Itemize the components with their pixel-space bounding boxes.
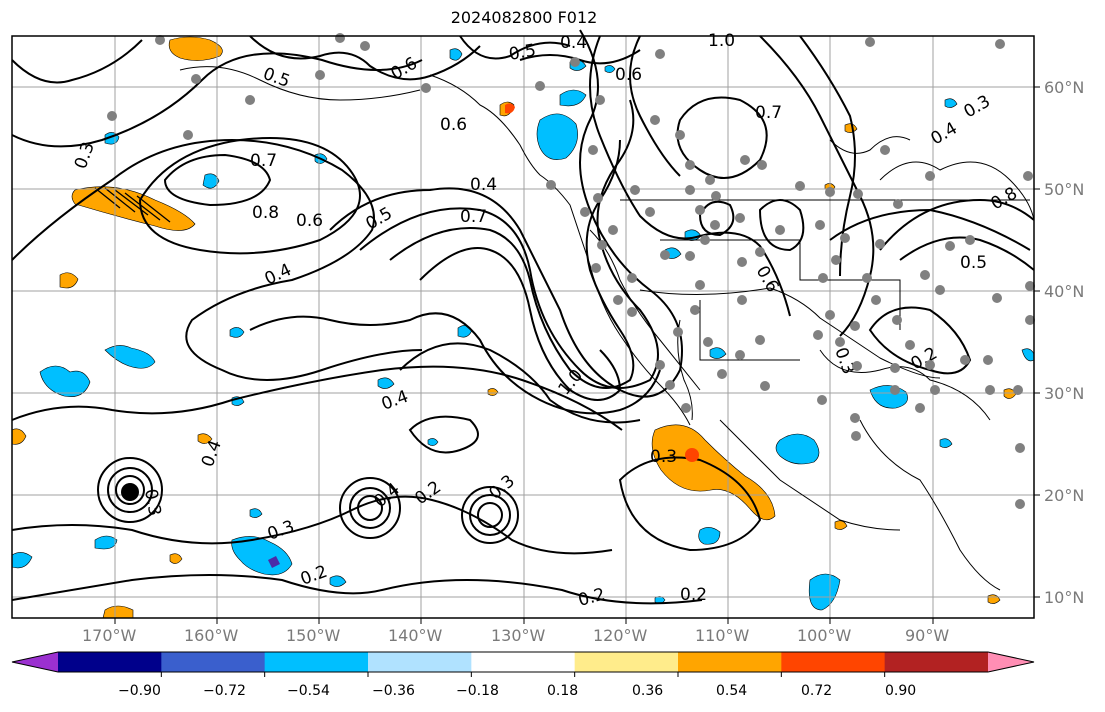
longitude-label: 150°W [286,626,341,645]
negative-core-purple [268,556,280,568]
colorbar-tick-label: −0.54 [287,683,330,699]
latitude-label: 50°N [1044,180,1085,199]
colorbar-extend-low [12,652,58,672]
colorbar-tick-label: 0.90 [885,683,917,699]
contour-label: 0.5 [960,253,987,273]
colorbar-tick-label: −0.36 [372,683,415,699]
longitude-label: 170°W [82,626,137,645]
contour-label: 0.7 [250,151,277,171]
colorbar-tick-label: 0.36 [632,683,664,699]
axis-ticks [114,86,1040,624]
contour-label: 0.4 [470,175,497,195]
longitude-label: 110°W [695,626,750,645]
colorbar-tick-label: 0.18 [547,683,579,699]
strong-positive-marker [505,103,515,114]
contour-label: 0.8 [252,203,279,223]
colorbar-tick-label: 0.72 [801,683,833,699]
colorbar-extend-high [988,652,1034,672]
contour-label: 0.5 [507,41,537,65]
colorbar-segment [368,652,472,672]
map-background [12,36,1034,618]
colorbar-segment [161,652,266,672]
colorbar-segment [884,652,989,672]
colorbar-tick-label: −0.72 [203,683,246,699]
longitude-label: 160°W [184,626,239,645]
latitude-label: 60°N [1044,78,1085,97]
closed-low-contours [97,457,519,544]
contour-label: 0.6 [615,65,642,85]
latitude-label: 20°N [1044,486,1085,505]
positive-anomaly-shading [11,36,1017,619]
contour-label: 0.6 [296,211,323,231]
longitude-label: 100°W [797,626,852,645]
longitude-label: 90°W [905,626,950,645]
colorbar [11,651,1035,677]
latitude-label: 10°N [1044,588,1085,607]
station-markers [107,33,1035,509]
longitude-label: 140°W [388,626,443,645]
map-title: 2024082800 F012 [450,8,598,27]
map-frame [11,35,1035,619]
contour-label: 0.7 [755,103,782,123]
colorbar-segment [781,652,886,672]
contour-label: 0.6 [440,115,467,135]
graticule [12,36,1034,618]
latitude-label: 40°N [1044,282,1085,301]
latitude-label: 30°N [1044,384,1085,403]
colorbar-segment [58,652,162,672]
contour-label: 0.3 [140,487,164,517]
colorbar-outline [11,651,1035,673]
colorbar-tick-label: 0.54 [716,683,748,699]
contour-label: 1.0 [708,31,735,51]
colorbar-segment [471,652,576,672]
hatching [94,187,171,223]
positive-station-marker [685,448,699,462]
colorbar-segment [574,652,679,672]
contour-label: 0.4 [560,33,587,53]
contour-label: 0.3 [650,447,677,467]
colorbar-segment [264,652,369,672]
contour-label: 0.7 [460,207,487,227]
colorbar-tick-label: −0.90 [118,683,161,699]
colorbar-segment [678,652,782,672]
center-station-marker [121,483,139,501]
colorbar-tick-label: −0.18 [456,683,499,699]
longitude-label: 120°W [593,626,648,645]
contour-label: 0.2 [680,585,707,605]
longitude-label: 130°W [491,626,546,645]
